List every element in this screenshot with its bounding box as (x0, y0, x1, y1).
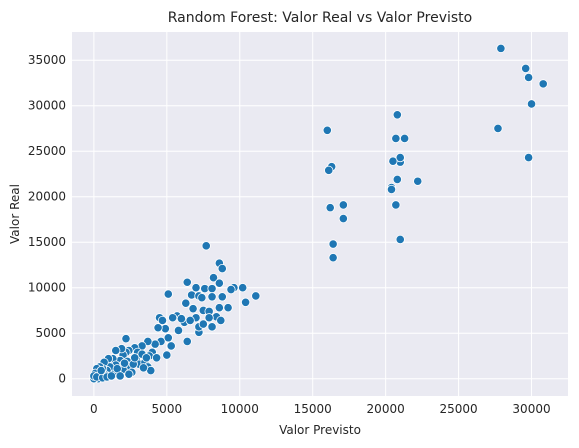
data-point (141, 353, 151, 363)
data-point (413, 176, 423, 186)
data-point (324, 165, 334, 175)
grid-lines (72, 32, 568, 396)
data-point (208, 273, 219, 283)
plot-background (72, 32, 568, 396)
data-point (496, 43, 506, 53)
data-point (391, 133, 401, 144)
data-point (338, 213, 348, 224)
data-point (226, 284, 236, 295)
x-tick-labels: 0 5000 10000 15000 20000 25000 30000 (90, 402, 551, 416)
data-point (238, 283, 248, 293)
data-point (185, 315, 195, 326)
data-point (207, 322, 217, 332)
data-point (162, 350, 172, 360)
data-point (338, 200, 348, 210)
data-point (204, 313, 214, 323)
data-point (216, 315, 226, 326)
x-tick-label: 10000 (221, 402, 259, 416)
data-point (124, 369, 134, 379)
data-point (182, 336, 192, 346)
data-point (115, 371, 125, 381)
data-point (251, 291, 261, 301)
x-tick-label: 20000 (367, 402, 405, 416)
x-tick-label: 5000 (152, 402, 183, 416)
data-point (395, 234, 405, 245)
data-point (181, 298, 191, 308)
data-point (325, 203, 335, 213)
data-points (89, 43, 548, 384)
data-point (173, 325, 184, 336)
data-point (96, 365, 106, 376)
data-point (176, 314, 187, 324)
data-point (166, 341, 176, 351)
data-point (241, 297, 251, 307)
data-point (395, 152, 405, 163)
data-point (182, 277, 192, 287)
x-tick-label: 25000 (439, 402, 477, 416)
data-point (138, 363, 149, 373)
data-point (163, 289, 173, 299)
data-point (111, 345, 121, 356)
y-tick-label: 15000 (28, 235, 66, 249)
y-tick-label: 5000 (35, 326, 66, 340)
data-point (526, 99, 537, 109)
data-point (524, 152, 534, 163)
y-tick-label: 35000 (28, 53, 66, 67)
y-tick-label: 25000 (28, 144, 66, 158)
data-point (207, 284, 217, 294)
data-point (207, 292, 217, 302)
y-tick-labels: 0 5000 10000 15000 20000 25000 30000 35000 (28, 53, 66, 386)
data-point (214, 303, 224, 313)
x-tick-label: 30000 (512, 402, 550, 416)
chart-title: Random Forest: Valor Real vs Valor Previ… (168, 10, 472, 26)
data-point (214, 278, 224, 288)
data-point (386, 184, 397, 195)
data-point (197, 293, 207, 303)
data-point (157, 315, 168, 326)
data-point (106, 371, 116, 381)
data-point (152, 353, 162, 363)
data-point (392, 110, 402, 120)
data-point (153, 323, 163, 333)
y-tick-label: 20000 (28, 190, 66, 204)
data-point (388, 156, 398, 166)
data-point (391, 200, 401, 210)
y-tick-label: 30000 (28, 99, 66, 113)
data-point (217, 292, 227, 302)
data-point (521, 63, 531, 74)
data-point (400, 133, 410, 144)
data-point (168, 313, 178, 323)
y-tick-label: 10000 (28, 281, 66, 295)
data-point (392, 174, 402, 185)
y-axis-label: Valor Real (8, 184, 22, 244)
data-point (223, 303, 233, 313)
data-point (322, 125, 332, 135)
data-point (130, 353, 140, 363)
data-point (163, 333, 173, 343)
data-point (119, 358, 130, 368)
data-point (493, 123, 503, 134)
data-point (217, 263, 227, 274)
x-tick-label: 0 (90, 402, 98, 416)
x-tick-label: 15000 (294, 402, 332, 416)
y-tick-label: 0 (58, 372, 66, 386)
data-point (188, 304, 198, 314)
data-point (328, 239, 338, 249)
x-axis-label: Valor Previsto (279, 423, 361, 437)
data-point (121, 334, 131, 344)
data-point (191, 283, 201, 293)
data-point (198, 319, 208, 329)
data-point (524, 72, 534, 83)
data-point (328, 253, 338, 263)
data-point (538, 79, 548, 89)
data-point (201, 241, 211, 251)
